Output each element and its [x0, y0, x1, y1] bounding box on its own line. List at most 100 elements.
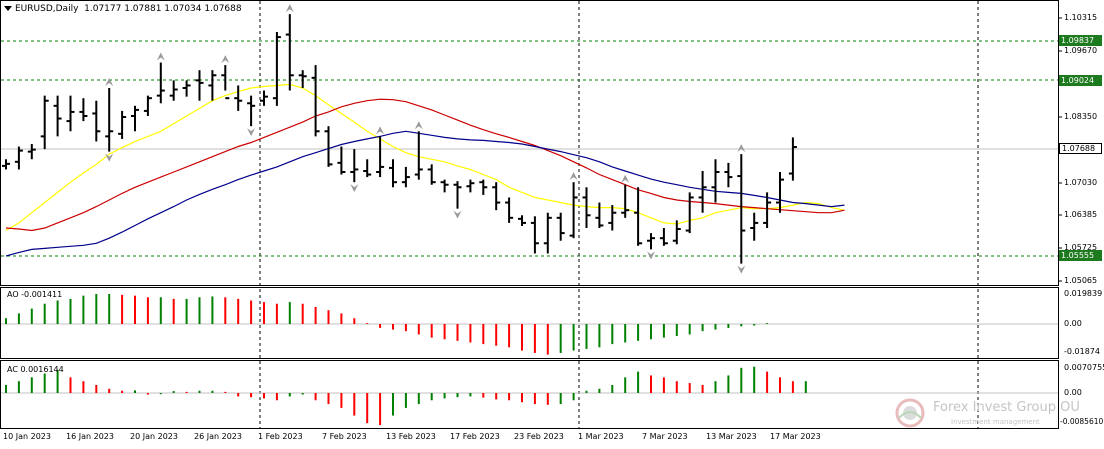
ohlc-bar	[466, 179, 475, 193]
symbol-header: EURUSD,Daily 1.07177 1.07881 1.07034 1.0…	[4, 4, 242, 14]
price-levels	[1, 40, 1058, 257]
ac-tick: 0.0070755	[1064, 363, 1104, 372]
ohlc-bar	[66, 95, 75, 132]
ohlc-bar	[492, 182, 501, 211]
ma-line-fast	[5, 83, 845, 232]
ohlc-bar	[724, 162, 733, 188]
ohlc-bar	[350, 149, 359, 183]
ohlc-bar	[169, 80, 178, 101]
ohlc-bar	[14, 146, 23, 170]
ac-pane-frame	[0, 360, 1059, 429]
collapse-triangle-icon[interactable]	[4, 6, 12, 11]
moving-averages	[5, 83, 845, 257]
ma-line-slow	[5, 130, 845, 257]
fractal-down-icon	[453, 210, 462, 219]
fractal-down-icon	[647, 251, 655, 260]
ohlc-bar	[595, 202, 604, 228]
ao-tick: -0.01874	[1064, 347, 1100, 356]
fractal-up-icon	[737, 144, 746, 153]
date-tick: 7 Mar 2023	[642, 432, 688, 441]
ohlc-bar	[272, 32, 281, 106]
ao-pane-frame	[0, 287, 1059, 359]
price-tick: 1.09670	[1064, 46, 1098, 55]
date-tick: 7 Feb 2023	[322, 432, 367, 441]
date-tick: 26 Jan 2023	[194, 432, 242, 441]
fractal-up-icon	[376, 126, 385, 135]
ohlc-bar	[543, 212, 552, 254]
price-tick: 1.08350	[1064, 112, 1098, 121]
ohlc-bar	[621, 184, 630, 218]
ac-histogram	[5, 366, 807, 426]
fractal-down-icon	[247, 128, 256, 137]
ma-line-mid	[5, 98, 845, 232]
ohlc-bar	[750, 212, 759, 241]
date-tick: 1 Feb 2023	[258, 432, 303, 441]
price-axis-ticks	[1058, 17, 1062, 282]
ohlc-values: 1.07177 1.07881 1.07034 1.07688	[84, 4, 242, 14]
ohlc-bar	[311, 65, 320, 137]
ohlc-bar	[569, 182, 578, 239]
ohlc-bar	[440, 179, 449, 193]
main-pane-frame	[0, 0, 1059, 286]
fractal-up-icon	[105, 78, 114, 86]
fractal-up-icon	[569, 172, 578, 181]
ohlc-bar	[518, 215, 526, 226]
broker-watermark: Forex Invest Group OU Investment managem…	[895, 398, 1080, 430]
ohlc-bar	[788, 137, 797, 181]
ohlc-bar	[672, 220, 681, 245]
ohlc-bar	[685, 192, 694, 234]
ao-tick: 0.00	[1064, 319, 1082, 328]
ohlc-bar	[105, 88, 114, 152]
ohlc-bar	[505, 197, 514, 223]
ohlc-bar	[427, 164, 436, 185]
price-tick: 1.07030	[1064, 178, 1098, 187]
ohlc-bar	[414, 131, 423, 180]
ohlc-bar	[156, 62, 165, 104]
symbol-title: EURUSD,Daily	[15, 4, 79, 14]
ohlc-bar	[79, 98, 88, 122]
ohlc-bars	[2, 14, 797, 264]
ohlc-bar	[363, 159, 372, 178]
fractal-down-icon	[105, 153, 114, 162]
ac-tick: 0.00	[1064, 388, 1082, 397]
level-badge-mid: 1.09024	[1059, 75, 1102, 86]
ohlc-bar	[530, 216, 539, 254]
fractal-down-icon	[737, 265, 746, 274]
date-tick: 13 Mar 2023	[706, 432, 757, 441]
fractal-up-icon	[285, 4, 294, 13]
ohlc-bar	[582, 187, 591, 228]
watermark-name: Forex Invest Group OU	[933, 400, 1080, 415]
date-tick: 17 Feb 2023	[450, 432, 500, 441]
ohlc-bar	[453, 181, 462, 209]
level-badge-high: 1.09837	[1059, 35, 1102, 46]
ohlc-bar	[608, 205, 617, 231]
ao-histogram	[5, 294, 769, 355]
ohlc-bar	[27, 144, 36, 160]
date-tick: 23 Feb 2023	[514, 432, 564, 441]
ohlc-bar	[143, 95, 152, 116]
ohlc-bar	[634, 187, 643, 246]
ao-label: AO -0.001411	[7, 290, 63, 299]
price-tick: 1.06385	[1064, 210, 1098, 219]
ohlc-bar	[659, 228, 668, 246]
date-tick: 20 Jan 2023	[130, 432, 178, 441]
ohlc-bar	[401, 166, 410, 188]
ohlc-bar	[131, 105, 139, 132]
ao-tick: 0.019839	[1064, 289, 1103, 298]
ohlc-bar	[556, 212, 565, 241]
date-tick: 13 Feb 2023	[386, 432, 436, 441]
date-tick: 17 Mar 2023	[770, 432, 821, 441]
ohlc-bar	[234, 85, 243, 111]
watermark-tagline: Investment management	[951, 418, 1040, 426]
ohlc-bar	[92, 100, 101, 142]
ohlc-bar	[195, 70, 204, 101]
ac-label: AC 0.0016144	[7, 365, 64, 374]
ohlc-bar	[647, 233, 655, 250]
ohlc-bar	[376, 136, 385, 178]
fractal-up-icon	[621, 174, 630, 183]
ohlc-bar	[324, 126, 333, 167]
date-tick: 1 Mar 2023	[578, 432, 624, 441]
level-badge-low: 1.05555	[1059, 250, 1102, 261]
ohlc-bar	[182, 80, 191, 97]
